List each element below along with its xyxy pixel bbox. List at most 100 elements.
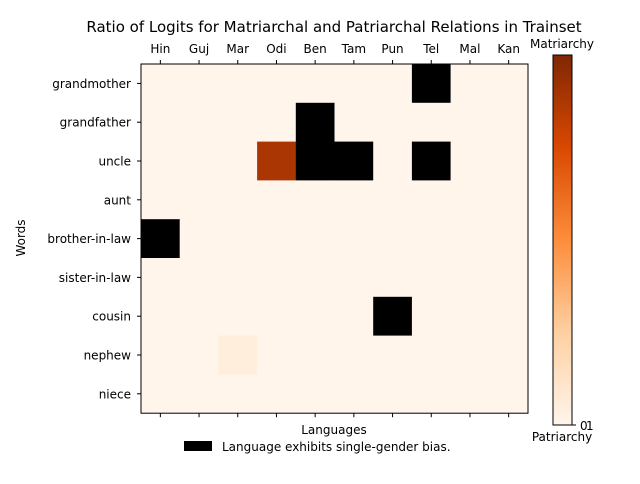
heatmap-cell-grandfather-Pun [373,102,413,143]
heatmap-cell-grandmother-Odi [257,64,297,104]
heatmap-cell-uncle-Odi [257,141,297,181]
heatmap-cell-grandfather-Odi [257,102,297,143]
heatmap-cell-nephew-Kan [489,335,529,375]
column-label-Hin: Hin [150,42,170,56]
heatmap-cell-grandmother-Kan [489,64,529,104]
heatmap-cell-brother-in-law-Ben [295,219,335,259]
colorbar-bottom-label: Patriarchy [532,430,592,444]
column-label-Guj: Guj [189,42,209,56]
colorbar-tick-label-1: 1 [586,419,594,433]
heatmap-cell-nephew-Tel [411,335,452,375]
heatmap-cell-cousin-Mal [450,296,490,337]
column-label-Kan: Kan [497,42,520,56]
heatmap-cell-brother-in-law-Mar [218,219,258,259]
heatmap-cell-grandmother-Tam [334,64,374,104]
colorbar: Matriarchy Patriarchy 0 1 [530,37,594,444]
heatmap-cell-brother-in-law-Odi [257,219,297,259]
heatmap-cell-grandfather-Tel [411,102,452,143]
row-label-niece: niece [99,387,131,401]
heatmap-cell-niece-Mar [218,374,258,414]
heatmap-cell-sister-in-law-Pun [373,258,413,298]
heatmap-cell-grandmother-Mar [218,64,258,104]
column-label-Ben: Ben [304,42,327,56]
column-label-Tel: Tel [422,42,439,56]
heatmap-cell-cousin-Kan [489,296,529,337]
chart-title: Ratio of Logits for Matriarchal and Patr… [86,18,581,36]
heatmap-cell-nephew-Ben [295,335,335,375]
heatmap-cell-brother-in-law-Kan [489,219,529,259]
heatmap-cell-niece-Hin [141,374,181,414]
row-label-nephew: nephew [84,349,132,363]
heatmap-cell-sister-in-law-Odi [257,258,297,298]
heatmap-cell-niece-Odi [257,374,297,414]
heatmap-cell-grandfather-Guj [179,102,219,143]
heatmap-cell-nephew-Mal [450,335,490,375]
heatmap-cell-grandmother-Ben [295,64,335,104]
heatmap-cell-cousin-Mar [218,296,258,337]
heatmap-cell-nephew-Mar [218,335,258,375]
heatmap-cell-cousin-Hin [141,296,181,337]
heatmap-cell-grandmother-Tel [411,64,452,104]
heatmap-cell-aunt-Mar [218,180,258,220]
column-label-Mal: Mal [459,42,480,56]
heatmap-cell-grandmother-Mal [450,64,490,104]
heatmap-cell-uncle-Guj [179,141,219,181]
heatmap-cell-niece-Ben [295,374,335,414]
heatmap-cells [141,64,529,414]
heatmap-cell-aunt-Guj [179,180,219,220]
heatmap-cell-nephew-Pun [373,335,413,375]
heatmap-cell-niece-Guj [179,374,219,414]
row-label-grandfather: grandfather [60,116,131,130]
heatmap-cell-aunt-Tam [334,180,374,220]
heatmap-cell-grandmother-Guj [179,64,219,104]
heatmap-cell-cousin-Tam [334,296,374,337]
heatmap-cell-sister-in-law-Mar [218,258,258,298]
column-label-Odi: Odi [266,42,286,56]
heatmap-cell-grandfather-Tam [334,102,374,143]
heatmap-cell-sister-in-law-Tam [334,258,374,298]
heatmap-cell-sister-in-law-Mal [450,258,490,298]
heatmap-cell-cousin-Tel [411,296,452,337]
heatmap-cell-niece-Tam [334,374,374,414]
legend: Language exhibits single-gender bias. [184,440,451,454]
heatmap-cell-niece-Tel [411,374,452,414]
heatmap-cell-nephew-Hin [141,335,181,375]
heatmap-cell-nephew-Odi [257,335,297,375]
heatmap-cell-grandfather-Ben [295,102,335,143]
colorbar-tick-label-0: 0 [580,419,588,433]
heatmap-cell-sister-in-law-Hin [141,258,181,298]
heatmap-cell-brother-in-law-Tel [411,219,452,259]
row-label-brother-in-law: brother-in-law [47,232,131,246]
heatmap-cell-sister-in-law-Ben [295,258,335,298]
heatmap-cell-brother-in-law-Mal [450,219,490,259]
heatmap-cell-uncle-Kan [489,141,529,181]
row-labels: grandmother grandfather uncle aunt brother-i… [47,77,141,401]
heatmap-cell-uncle-Mar [218,141,258,181]
column-labels: Hin Guj Mar Odi Ben Tam Pun Tel Mal Kan [150,42,520,418]
heatmap-cell-aunt-Ben [295,180,335,220]
heatmap-cell-cousin-Odi [257,296,297,337]
row-label-uncle: uncle [98,155,131,169]
heatmap-cell-grandfather-Mar [218,102,258,143]
heatmap-cell-aunt-Hin [141,180,181,220]
column-label-Mar: Mar [226,42,249,56]
heatmap-cell-grandmother-Hin [141,64,181,104]
heatmap-cell-uncle-Mal [450,141,490,181]
heatmap-cell-sister-in-law-Tel [411,258,452,298]
row-label-cousin: cousin [92,310,131,324]
colorbar-gradient [552,54,573,426]
plot-frame [140,63,529,414]
heatmap-cell-grandmother-Pun [373,64,413,104]
heatmap-cell-grandfather-Kan [489,102,529,143]
x-axis-label: Languages [301,423,366,437]
heatmap-cell-aunt-Kan [489,180,529,220]
heatmap-cell-aunt-Odi [257,180,297,220]
heatmap-cell-aunt-Pun [373,180,413,220]
heatmap-cell-cousin-Guj [179,296,219,337]
column-label-Tam: Tam [341,42,366,56]
heatmap-cell-grandfather-Mal [450,102,490,143]
heatmap-cell-brother-in-law-Pun [373,219,413,259]
heatmap-cell-uncle-Tam [334,141,374,181]
legend-label: Language exhibits single-gender bias. [222,440,451,454]
